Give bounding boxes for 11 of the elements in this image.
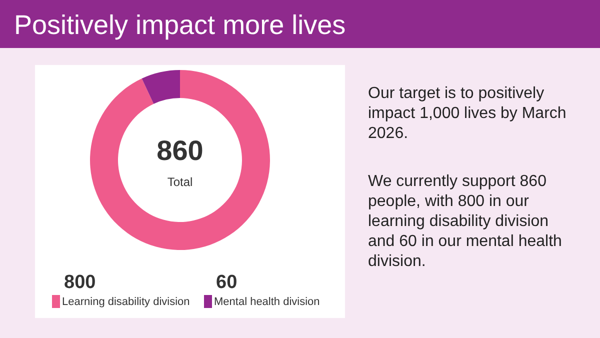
donut-slice bbox=[142, 70, 180, 104]
text: We currently support 860 people, with 800 in our learning disability division and 60 in our mental health division. bbox=[368, 173, 562, 270]
data-label: 60 bbox=[216, 272, 238, 293]
chart-title: Positively impact more lives bbox=[14, 10, 346, 40]
legend-label: Mental health division bbox=[214, 296, 320, 308]
data-label: 800 bbox=[64, 272, 96, 293]
text: 860 bbox=[156, 135, 204, 166]
text: Total bbox=[167, 175, 193, 189]
text: Our target is to positively impact 1,000 lives by March 2026. bbox=[368, 85, 566, 142]
legend-label: Learning disability division bbox=[62, 296, 190, 308]
donut-slice bbox=[90, 70, 270, 250]
